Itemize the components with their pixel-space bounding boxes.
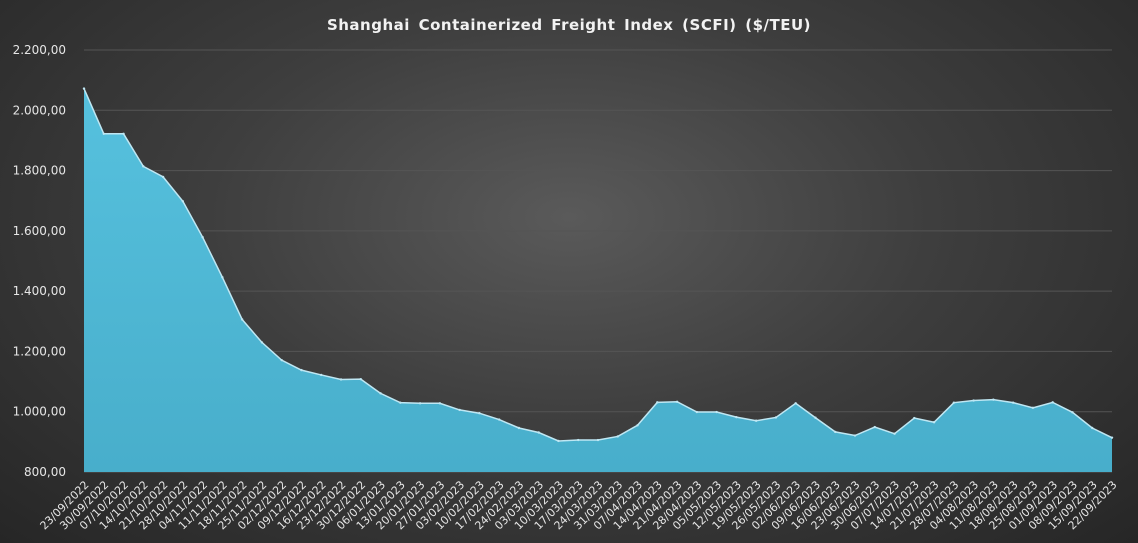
data-point <box>280 358 283 362</box>
chart-title: Shanghai Containerized Freight Index (SC… <box>326 16 812 34</box>
data-point <box>102 132 105 135</box>
area-fill <box>84 88 1112 472</box>
data-point <box>932 421 936 424</box>
y-tick-label: 1.800,00 <box>13 164 66 178</box>
data-point <box>379 392 382 395</box>
data-point <box>339 378 343 381</box>
data-point <box>478 412 481 415</box>
data-point <box>853 434 857 437</box>
data-point <box>913 416 916 420</box>
data-point <box>715 410 718 414</box>
data-point <box>82 87 86 90</box>
y-tick-label: 1.600,00 <box>13 224 66 238</box>
data-point <box>1071 411 1074 414</box>
y-tick-label: 2.200,00 <box>13 43 66 57</box>
data-point <box>181 200 185 203</box>
data-point <box>873 425 876 429</box>
data-point <box>992 398 995 401</box>
data-point <box>814 416 817 419</box>
data-point <box>418 402 422 405</box>
data-point <box>834 430 837 434</box>
y-tick-label: 1.200,00 <box>13 344 66 358</box>
x-axis-labels: 23/09/202230/09/202207/10/202214/10/2022… <box>38 478 1120 532</box>
data-point <box>893 432 896 435</box>
y-tick-label: 1.400,00 <box>13 284 66 298</box>
data-point <box>438 402 442 405</box>
data-point <box>399 401 402 404</box>
data-point <box>458 408 461 412</box>
y-tick-label: 800,00 <box>24 465 66 479</box>
data-point <box>300 368 303 372</box>
data-point <box>636 424 639 427</box>
data-point <box>695 410 699 414</box>
data-point <box>1051 401 1054 404</box>
data-point <box>320 373 323 377</box>
y-axis-labels: 800,00 1.000,00 1.200,00 1.400,00 1.600,00 1.… <box>13 43 66 479</box>
data-point <box>616 435 619 438</box>
data-point <box>221 276 224 279</box>
data-point <box>735 415 738 419</box>
data-point <box>794 402 797 405</box>
data-point <box>952 401 956 404</box>
data-point <box>122 132 125 135</box>
data-point <box>161 175 165 179</box>
data-point <box>142 165 145 168</box>
data-point <box>497 418 501 421</box>
data-point <box>1091 426 1094 430</box>
data-point <box>537 431 540 434</box>
data-point <box>517 426 521 430</box>
data-point <box>240 318 244 321</box>
y-tick-label: 1.000,00 <box>13 405 66 419</box>
data-point <box>359 377 362 381</box>
data-point <box>577 438 580 442</box>
data-point <box>675 400 679 403</box>
y-tick-label: 2.000,00 <box>13 103 66 117</box>
data-point <box>774 416 778 419</box>
data-point <box>656 401 659 404</box>
area-series <box>82 87 1114 472</box>
data-point <box>972 399 975 402</box>
data-point <box>1031 406 1035 409</box>
data-point <box>1011 401 1015 404</box>
data-point <box>557 439 560 443</box>
data-point <box>260 341 264 344</box>
data-point <box>596 438 600 442</box>
data-point <box>1110 436 1114 439</box>
data-point <box>754 419 758 422</box>
data-point <box>201 235 204 239</box>
